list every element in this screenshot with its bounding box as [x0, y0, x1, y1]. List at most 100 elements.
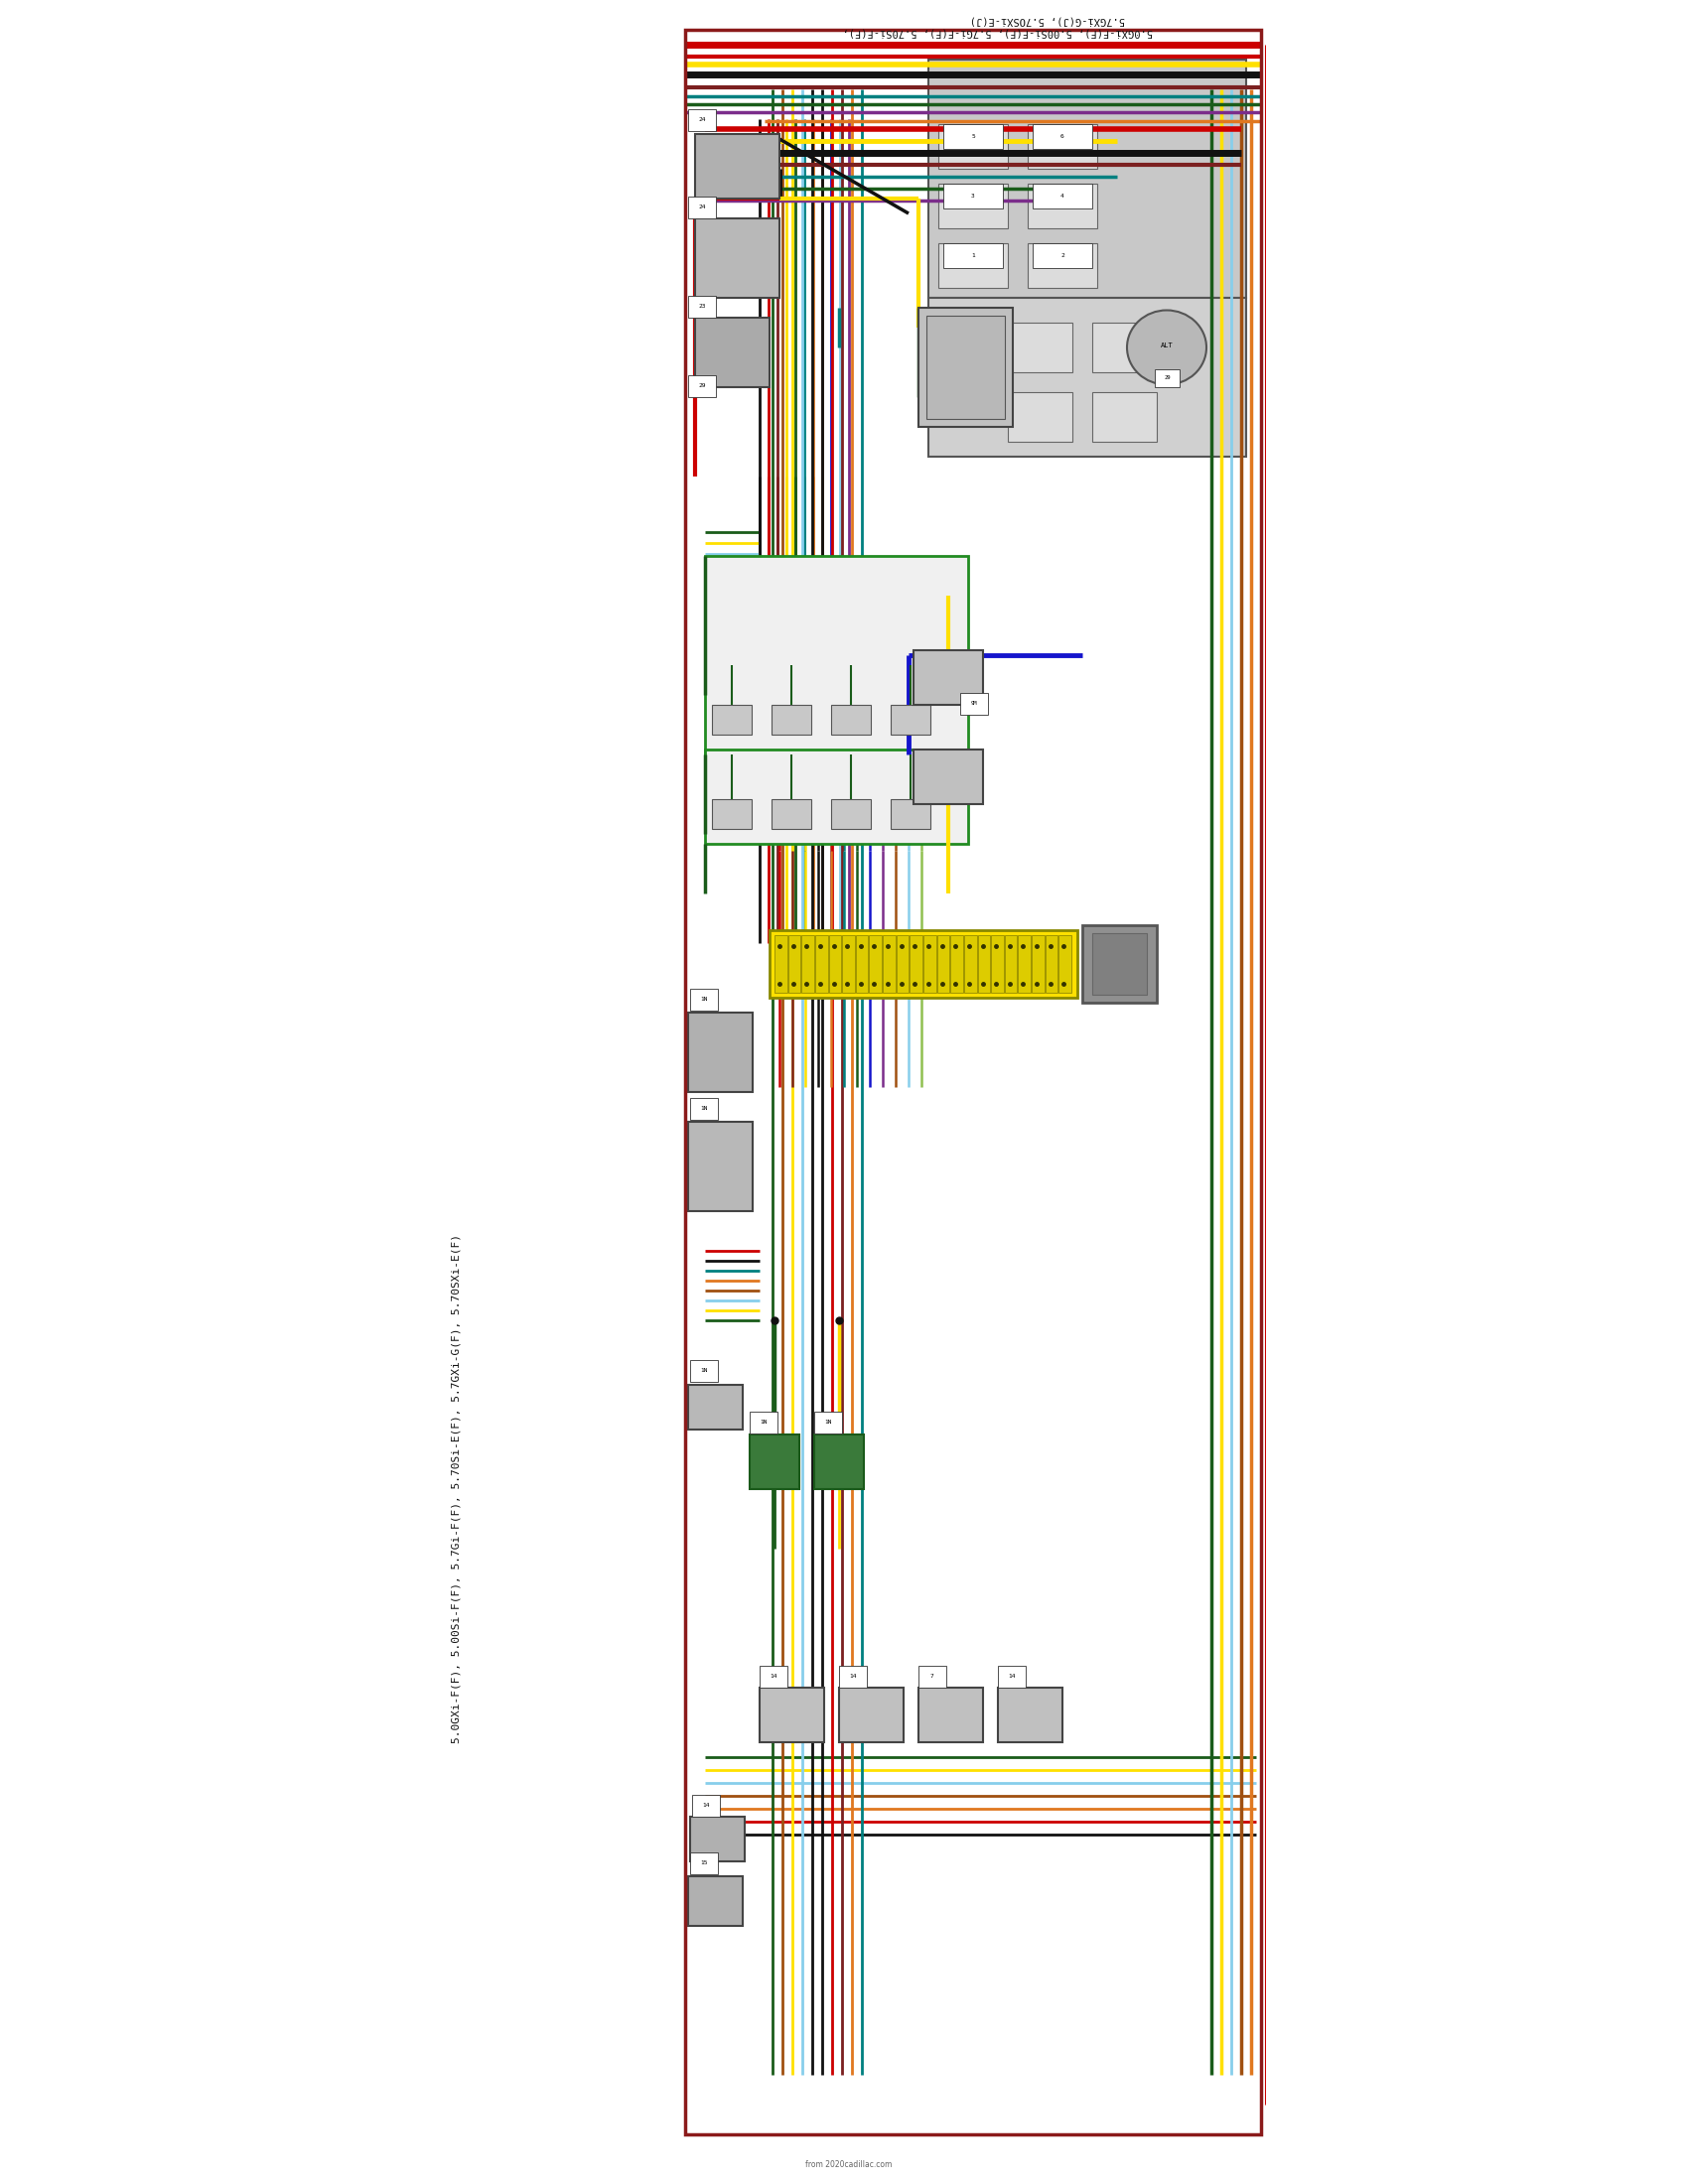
Bar — [760, 1688, 824, 1743]
Text: 3: 3 — [971, 194, 976, 199]
Bar — [1031, 935, 1045, 994]
Bar — [690, 1099, 717, 1120]
Text: 29: 29 — [699, 384, 706, 389]
Bar — [944, 242, 1003, 269]
Text: 14: 14 — [702, 1804, 709, 1808]
Bar — [695, 133, 780, 199]
Bar — [689, 295, 716, 317]
Bar — [788, 935, 800, 994]
Text: 5.7GXi-G(J), 5.7OSXi-E(J): 5.7GXi-G(J), 5.7OSXi-E(J) — [971, 15, 1126, 24]
Text: 7: 7 — [930, 1675, 933, 1679]
Text: 5.0GXi-F(F), 5.00Si-F(F), 5.7Gi-F(F), 5.70Si-F(F),: 5.0GXi-F(F), 5.00Si-F(F), 5.7Gi-F(F), 5.… — [842, 28, 1153, 37]
Bar — [891, 705, 930, 734]
Bar — [760, 1666, 787, 1688]
Bar — [1033, 183, 1092, 207]
Bar — [960, 692, 987, 714]
Bar — [689, 1385, 743, 1431]
Bar — [928, 59, 1246, 297]
Bar — [689, 109, 716, 131]
Bar — [1028, 124, 1097, 168]
Bar — [944, 124, 1003, 149]
Text: 14: 14 — [770, 1675, 776, 1679]
Text: 6: 6 — [1060, 133, 1065, 140]
Bar — [839, 1688, 903, 1743]
Bar — [1008, 393, 1072, 441]
Bar — [939, 124, 1008, 168]
Bar — [770, 930, 1077, 998]
Text: 4: 4 — [1060, 194, 1065, 199]
Bar — [913, 749, 982, 804]
Bar — [918, 308, 1013, 426]
Text: 5.0GXi-F(F), 5.00Si-F(F), 5.7Gi-F(F), 5.70Si-E(F), 5.7GXi-G(F), 5.70SXi-E(F): 5.0GXi-F(F), 5.00Si-F(F), 5.7Gi-F(F), 5.… — [452, 1234, 463, 1743]
Text: 15: 15 — [701, 1861, 707, 1865]
Bar — [950, 935, 964, 994]
Text: 1N: 1N — [824, 1420, 832, 1426]
Bar — [1092, 393, 1156, 441]
Text: 29: 29 — [1165, 376, 1170, 380]
Bar — [706, 749, 969, 843]
Bar — [689, 1123, 753, 1212]
Bar — [830, 799, 871, 830]
Text: 9M: 9M — [971, 701, 977, 705]
Bar — [891, 799, 930, 830]
Bar — [706, 557, 969, 753]
Text: 1N: 1N — [701, 1107, 707, 1112]
Bar — [689, 1876, 743, 1926]
Bar — [1018, 935, 1031, 994]
Bar — [1155, 369, 1180, 387]
Bar — [839, 1666, 868, 1688]
Bar — [856, 935, 868, 994]
Bar — [689, 376, 716, 397]
Bar — [944, 183, 1003, 207]
Bar — [829, 935, 841, 994]
Bar — [814, 1435, 864, 1489]
Text: 1N: 1N — [701, 998, 707, 1002]
Bar — [1028, 242, 1097, 288]
Bar — [689, 197, 716, 218]
Bar — [771, 799, 812, 830]
Bar — [1092, 933, 1146, 994]
Text: 23: 23 — [699, 304, 706, 310]
Bar — [712, 705, 751, 734]
Bar — [910, 935, 922, 994]
Text: 2: 2 — [1060, 253, 1065, 258]
Bar — [998, 1666, 1026, 1688]
Text: ALT: ALT — [1160, 343, 1173, 349]
Bar — [692, 1795, 719, 1817]
Bar — [927, 317, 1004, 419]
Bar — [842, 935, 854, 994]
Bar — [830, 705, 871, 734]
Bar — [939, 242, 1008, 288]
Bar — [918, 1666, 947, 1688]
Bar — [869, 935, 881, 994]
Bar — [1092, 323, 1156, 371]
Bar — [1004, 935, 1018, 994]
Bar — [913, 651, 982, 705]
Text: 14: 14 — [1008, 1675, 1016, 1679]
Text: from 2020cadillac.com: from 2020cadillac.com — [805, 2160, 893, 2169]
Bar — [991, 935, 1004, 994]
Bar — [815, 935, 827, 994]
Bar — [1033, 242, 1092, 269]
Text: 24: 24 — [699, 205, 706, 210]
Bar — [1082, 926, 1156, 1002]
Bar — [775, 935, 787, 994]
Bar — [695, 317, 770, 387]
Bar — [690, 1361, 717, 1382]
Bar — [802, 935, 814, 994]
Text: 1N: 1N — [760, 1420, 768, 1426]
Text: 1N: 1N — [701, 1369, 707, 1374]
Bar — [1008, 323, 1072, 371]
Bar — [977, 935, 991, 994]
Bar — [690, 1852, 717, 1874]
Bar — [1045, 935, 1058, 994]
Bar — [814, 1411, 842, 1433]
Bar — [749, 1411, 778, 1433]
Text: 14: 14 — [849, 1675, 856, 1679]
Bar — [712, 799, 751, 830]
Bar — [964, 935, 977, 994]
Bar — [923, 935, 935, 994]
Bar — [690, 1817, 744, 1861]
Bar — [918, 1688, 982, 1743]
Text: 1: 1 — [971, 253, 976, 258]
